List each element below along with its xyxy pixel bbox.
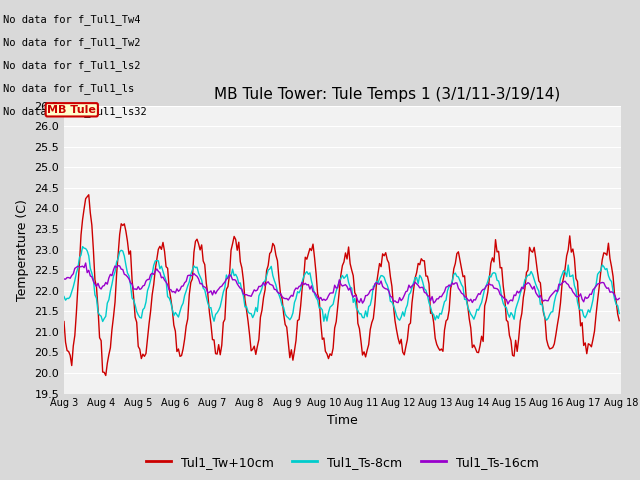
Y-axis label: Temperature (C): Temperature (C) [16, 199, 29, 300]
Text: No data for f_Tul1_Tw2: No data for f_Tul1_Tw2 [3, 36, 141, 48]
Legend: Tul1_Tw+10cm, Tul1_Ts-8cm, Tul1_Ts-16cm: Tul1_Tw+10cm, Tul1_Ts-8cm, Tul1_Ts-16cm [141, 451, 544, 474]
Text: MB Tule: MB Tule [47, 105, 96, 115]
Text: No data for f_Tul1_ls: No data for f_Tul1_ls [3, 83, 134, 94]
Text: No data for f_Tul1_ls2: No data for f_Tul1_ls2 [3, 60, 141, 71]
X-axis label: Time: Time [327, 414, 358, 427]
Text: No data for f_Tul1_Tw4: No data for f_Tul1_Tw4 [3, 13, 141, 24]
Title: MB Tule Tower: Tule Temps 1 (3/1/11-3/19/14): MB Tule Tower: Tule Temps 1 (3/1/11-3/19… [214, 87, 560, 102]
Text: No data for f_Tul1_ls32: No data for f_Tul1_ls32 [3, 106, 147, 117]
